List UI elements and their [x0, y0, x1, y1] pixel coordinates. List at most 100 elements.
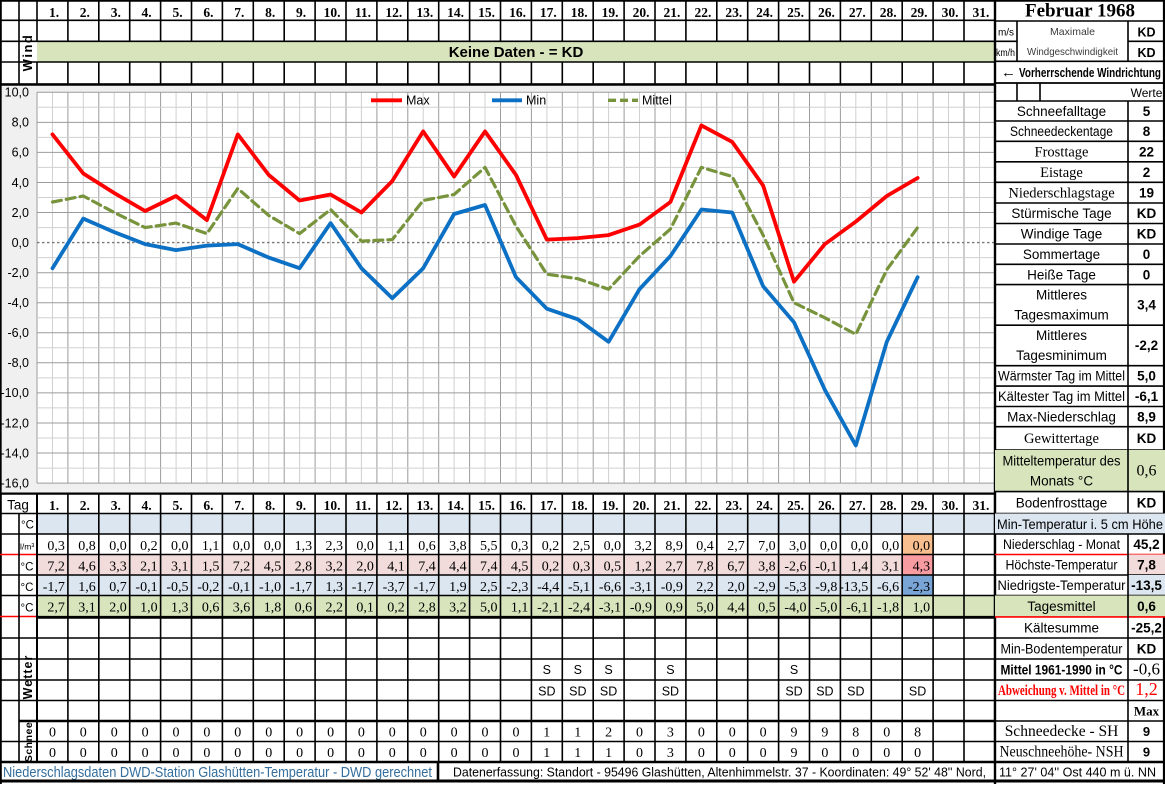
svg-text:0,0: 0,0 — [604, 539, 622, 554]
svg-text:Niederschlagstage: Niederschlagstage — [1008, 186, 1114, 202]
svg-text:26.: 26. — [818, 498, 835, 513]
svg-text:KD: KD — [1137, 206, 1157, 221]
svg-text:0: 0 — [729, 746, 736, 761]
svg-text:-5,3: -5,3 — [784, 580, 806, 595]
svg-text:45,2: 45,2 — [1133, 537, 1159, 552]
svg-text:21.: 21. — [663, 5, 680, 20]
svg-text:S: S — [543, 663, 551, 677]
svg-text:22.: 22. — [694, 5, 711, 20]
svg-text:0: 0 — [80, 725, 87, 740]
svg-text:2: 2 — [1143, 165, 1151, 180]
svg-text:12.: 12. — [385, 498, 402, 513]
svg-text:1,9: 1,9 — [449, 580, 467, 595]
svg-text:°C: °C — [21, 520, 34, 532]
svg-text:0,0: 0,0 — [264, 539, 282, 554]
svg-text:11° 27' 04'' Ost 440 m ü. NN: 11° 27' 04'' Ost 440 m ü. NN — [999, 765, 1156, 780]
svg-text:28.: 28. — [880, 498, 897, 513]
svg-text:8,9: 8,9 — [665, 539, 683, 554]
svg-text:Frosttage: Frosttage — [1035, 144, 1089, 160]
svg-text:5,0: 5,0 — [696, 601, 714, 616]
svg-text:0: 0 — [234, 725, 241, 740]
svg-text:Mittel: Mittel — [642, 94, 672, 108]
svg-text:0: 0 — [482, 725, 489, 740]
svg-text:3.: 3. — [111, 5, 121, 20]
svg-text:0,3: 0,3 — [511, 539, 529, 554]
svg-text:30.: 30. — [942, 498, 959, 513]
svg-text:0,0: 0,0 — [233, 539, 251, 554]
svg-text:Keine Daten - = KD: Keine Daten - = KD — [449, 44, 584, 61]
svg-text:9: 9 — [1143, 745, 1150, 760]
svg-text:KD: KD — [1137, 26, 1155, 40]
svg-text:-0,1: -0,1 — [228, 580, 250, 595]
svg-text:3: 3 — [667, 746, 674, 761]
svg-text:0: 0 — [234, 746, 241, 761]
svg-text:°C: °C — [21, 562, 34, 574]
svg-text:-2,1: -2,1 — [537, 601, 559, 616]
svg-text:0: 0 — [389, 725, 396, 740]
svg-text:0: 0 — [1143, 247, 1151, 262]
svg-text:-6,6: -6,6 — [599, 580, 621, 595]
svg-text:22.: 22. — [694, 498, 711, 513]
svg-text:5.: 5. — [172, 498, 182, 513]
svg-text:-10,0: -10,0 — [1, 386, 30, 400]
svg-text:SD: SD — [569, 684, 586, 698]
svg-text:0: 0 — [203, 725, 210, 740]
svg-text:0,4: 0,4 — [696, 539, 714, 554]
svg-text:5: 5 — [1143, 104, 1151, 119]
svg-text:Wind: Wind — [20, 34, 35, 72]
svg-text:0: 0 — [698, 725, 705, 740]
svg-text:S: S — [574, 663, 582, 677]
svg-text:25.: 25. — [787, 5, 804, 20]
svg-text:1,3: 1,3 — [326, 580, 344, 595]
svg-text:0: 0 — [296, 746, 303, 761]
svg-text:4,4: 4,4 — [449, 559, 467, 574]
svg-text:1.: 1. — [49, 498, 59, 513]
svg-text:3,8: 3,8 — [758, 559, 776, 574]
svg-text:-1,0: -1,0 — [259, 580, 281, 595]
svg-text:0: 0 — [513, 746, 520, 761]
svg-text:2,5: 2,5 — [480, 580, 498, 595]
svg-text:Sommertage: Sommertage — [1023, 247, 1100, 262]
svg-text:2,2: 2,2 — [696, 580, 714, 595]
svg-text:2,2: 2,2 — [326, 601, 344, 616]
svg-text:1,0: 1,0 — [913, 601, 931, 616]
svg-text:1: 1 — [574, 746, 581, 761]
svg-text:0: 0 — [852, 746, 859, 761]
svg-text:15.: 15. — [478, 498, 495, 513]
svg-text:6.: 6. — [203, 498, 213, 513]
svg-text:3,1: 3,1 — [78, 601, 96, 616]
svg-text:28.: 28. — [880, 5, 897, 20]
svg-text:S: S — [604, 663, 612, 677]
svg-text:15.: 15. — [478, 5, 495, 20]
svg-text:Schneefalltage: Schneefalltage — [1017, 104, 1106, 119]
svg-text:0: 0 — [296, 725, 303, 740]
svg-text:Max-Niederschlag: Max-Niederschlag — [1007, 409, 1116, 424]
svg-text:Kältester Tag im Mittel: Kältester Tag im Mittel — [998, 389, 1125, 404]
svg-text:8,0: 8,0 — [12, 116, 29, 130]
svg-text:1,8: 1,8 — [264, 601, 282, 616]
svg-text:10.: 10. — [324, 5, 341, 20]
svg-text:Höchste-Temperatur: Höchste-Temperatur — [1006, 558, 1118, 573]
svg-text:9: 9 — [1143, 724, 1150, 739]
svg-text:2,8: 2,8 — [418, 601, 436, 616]
svg-text:0: 0 — [265, 746, 272, 761]
svg-text:7.: 7. — [234, 498, 244, 513]
svg-text:-6,0: -6,0 — [7, 326, 29, 340]
svg-text:18.: 18. — [571, 498, 588, 513]
svg-text:2,7: 2,7 — [47, 601, 65, 616]
svg-text:SD: SD — [600, 684, 617, 698]
svg-text:SD: SD — [662, 684, 679, 698]
svg-text:Schneedecke - SH: Schneedecke - SH — [1005, 723, 1119, 740]
svg-text:-12,0: -12,0 — [1, 416, 30, 430]
svg-text:Stürmische Tage: Stürmische Tage — [1011, 206, 1111, 221]
svg-text:Tagesmaximum: Tagesmaximum — [1014, 307, 1109, 322]
svg-text:-4,4: -4,4 — [537, 580, 559, 595]
svg-text:24.: 24. — [756, 498, 773, 513]
svg-text:16.: 16. — [509, 5, 526, 20]
svg-text:0,6: 0,6 — [1137, 599, 1156, 614]
svg-text:0: 0 — [420, 725, 427, 740]
svg-text:4,1: 4,1 — [387, 559, 405, 574]
svg-text:21.: 21. — [663, 498, 680, 513]
svg-text:1: 1 — [543, 746, 550, 761]
svg-text:24.: 24. — [756, 5, 773, 20]
